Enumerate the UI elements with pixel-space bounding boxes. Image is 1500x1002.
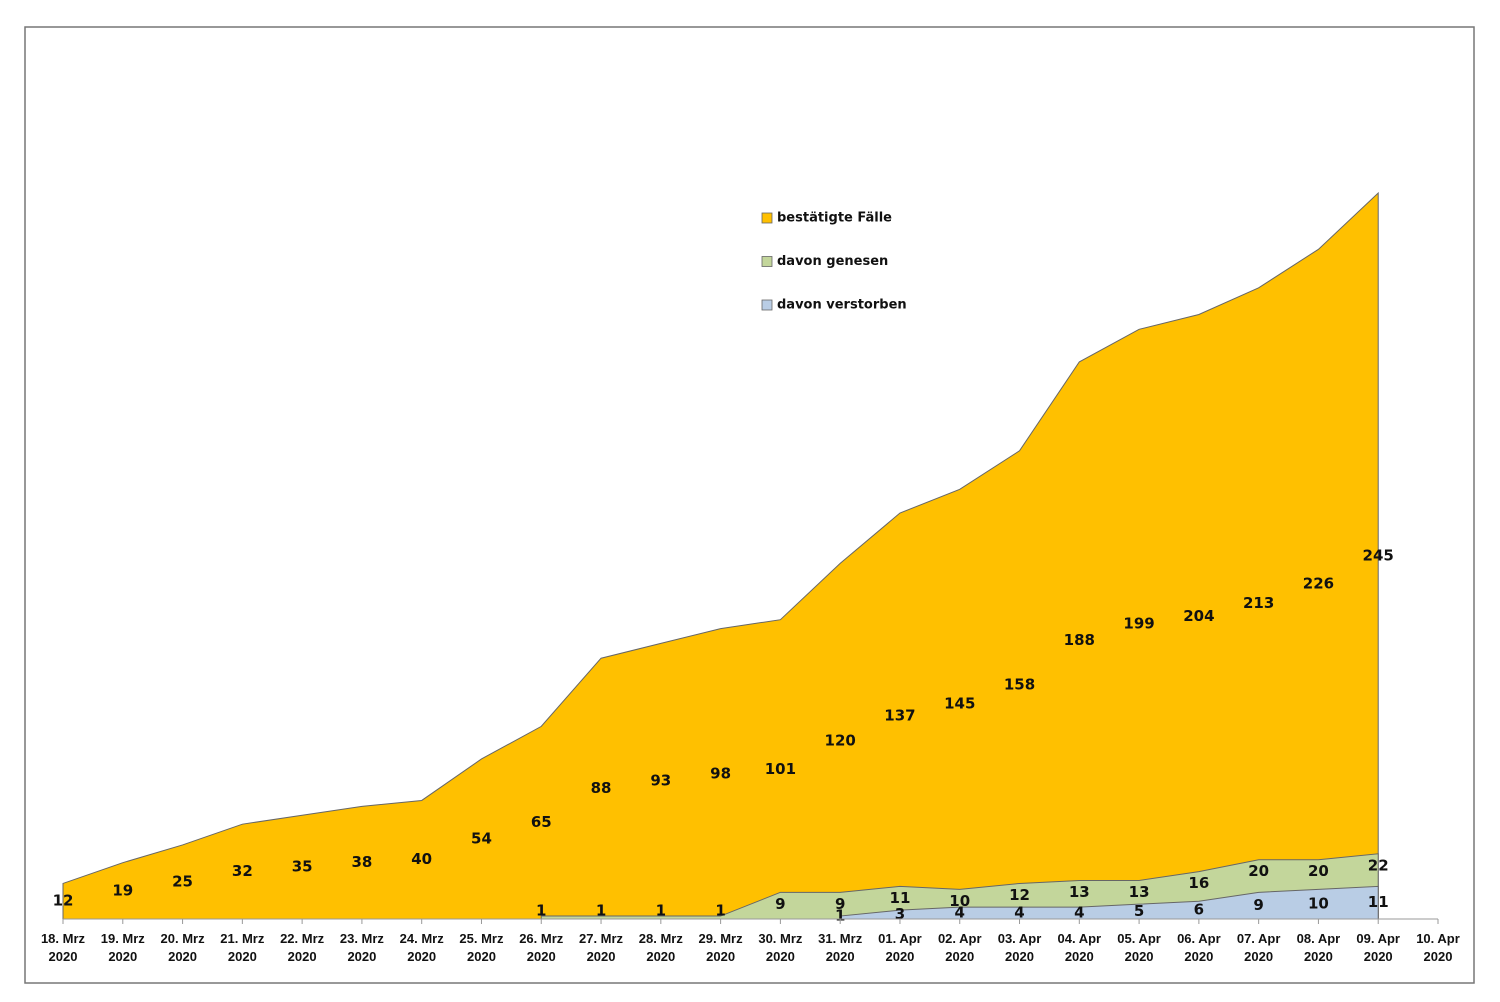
legend-swatch <box>761 212 773 224</box>
x-tick-label: 10. Apr 2020 <box>1416 931 1460 964</box>
x-tick-label: 04. Apr 2020 <box>1057 931 1102 964</box>
data-label: 145 <box>944 695 975 713</box>
x-tick-label: 22. Mrz 2020 <box>280 931 325 964</box>
data-label: 54 <box>471 829 492 847</box>
data-label: 5 <box>1134 902 1144 920</box>
area <box>839 885 1379 920</box>
data-label: 199 <box>1123 615 1154 633</box>
x-tick-label: 20. Mrz 2020 <box>160 931 205 964</box>
data-label: 20 <box>1248 862 1269 880</box>
x-tick-label: 09. Apr 2020 <box>1356 931 1400 964</box>
data-label: 3 <box>895 905 905 923</box>
x-tick-label: 30. Mrz 2020 <box>758 931 803 964</box>
x-tick-label: 03. Apr 2020 <box>997 931 1042 964</box>
data-label: 32 <box>232 862 253 880</box>
data-label: 1 <box>656 902 666 920</box>
legend-label: davon genesen <box>777 254 888 269</box>
legend-label: davon verstorben <box>777 298 907 313</box>
x-tick-label: 31. Mrz 2020 <box>818 931 863 964</box>
data-label: 13 <box>1129 883 1150 901</box>
x-tick-label: 08. Apr 2020 <box>1296 931 1341 964</box>
data-label: 1 <box>835 907 845 925</box>
data-label: 12 <box>53 892 74 910</box>
data-label: 98 <box>710 764 731 782</box>
data-label: 88 <box>591 779 612 797</box>
data-label: 9 <box>1253 896 1263 914</box>
data-label: 38 <box>351 853 372 871</box>
data-label: 9 <box>835 895 845 913</box>
x-tick-label: 25. Mrz 2020 <box>459 931 504 964</box>
data-label: 16 <box>1188 874 1209 892</box>
x-tick-label: 01. Apr 2020 <box>878 931 922 964</box>
data-label: 245 <box>1363 547 1394 565</box>
data-label: 20 <box>1308 862 1329 880</box>
data-label: 35 <box>292 858 313 876</box>
data-label: 120 <box>825 732 856 750</box>
data-label: 9 <box>775 895 785 913</box>
data-label: 93 <box>650 772 671 790</box>
x-tick-label: 28. Mrz 2020 <box>638 931 683 964</box>
x-tick-label: 29. Mrz 2020 <box>698 931 743 964</box>
x-tick-label: 26. Mrz 2020 <box>519 931 564 964</box>
data-label: 4 <box>1074 904 1084 922</box>
x-tick-label: 23. Mrz 2020 <box>339 931 384 964</box>
data-label: 4 <box>955 904 965 922</box>
data-label: 4 <box>1014 904 1024 922</box>
data-label: 13 <box>1069 883 1090 901</box>
legend-label: bestätigte Fälle <box>777 211 892 226</box>
data-label: 158 <box>1004 675 1035 693</box>
data-label: 65 <box>531 813 552 831</box>
x-tick-label: 07. Apr 2020 <box>1236 931 1281 964</box>
data-label: 1 <box>536 902 546 920</box>
legend-swatch <box>761 299 773 311</box>
data-label: 188 <box>1064 631 1095 649</box>
data-label: 12 <box>1009 886 1030 904</box>
data-label: 1 <box>596 902 606 920</box>
data-label: 11 <box>1368 893 1389 911</box>
data-label: 10 <box>949 892 970 910</box>
x-tick-label: 27. Mrz 2020 <box>578 931 624 964</box>
x-tick-label: 05. Apr 2020 <box>1117 931 1161 964</box>
data-label: 10 <box>1308 895 1329 913</box>
data-label: 1 <box>715 902 725 920</box>
data-label: 213 <box>1243 594 1274 612</box>
data-label: 40 <box>411 850 432 868</box>
x-tick-label: 02. Apr 2020 <box>937 931 982 964</box>
data-label: 6 <box>1194 901 1204 919</box>
x-tick-label: 24. Mrz 2020 <box>399 931 444 964</box>
chart-frame <box>24 26 1475 984</box>
x-tick-label: 21. Mrz 2020 <box>220 931 265 964</box>
data-label: 25 <box>172 872 193 890</box>
data-label: 19 <box>112 881 133 899</box>
data-label: 11 <box>890 889 911 907</box>
area <box>62 191 1379 920</box>
legend-swatch <box>761 256 773 267</box>
x-tick-label: 19. Mrz 2020 <box>100 931 145 964</box>
data-label: 226 <box>1303 575 1334 593</box>
x-tick-label: 18. Mrz 2020 <box>40 931 86 964</box>
data-label: 204 <box>1183 607 1214 625</box>
x-tick-label: 06. Apr 2020 <box>1177 931 1221 964</box>
data-label: 101 <box>765 760 796 778</box>
data-label: 22 <box>1368 856 1389 874</box>
data-label: 137 <box>884 707 915 725</box>
